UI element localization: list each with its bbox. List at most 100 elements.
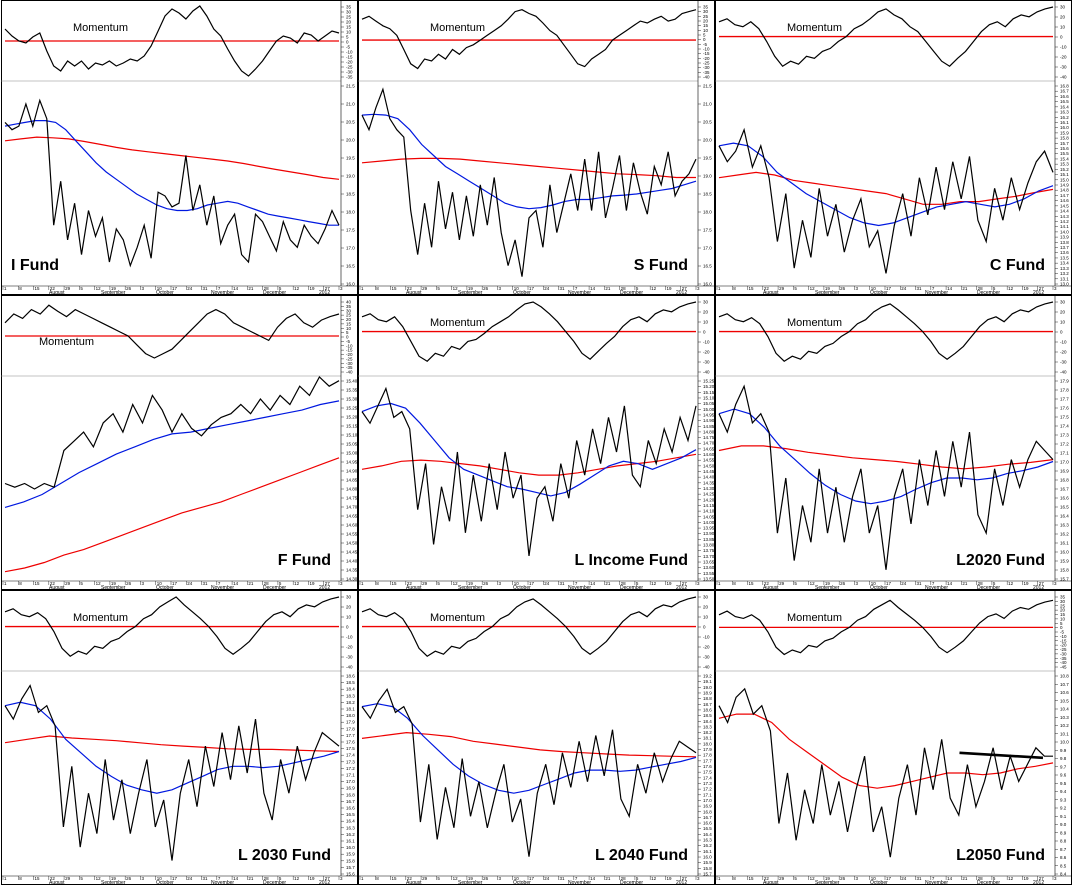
momentum-tick-label: -10	[1060, 340, 1067, 345]
price-tick-label: 17.3	[346, 759, 355, 764]
x-day-label: 21	[962, 876, 968, 881]
price-tick-label: 9.3	[1060, 797, 1067, 802]
price-tick-label: 16.8	[1060, 478, 1069, 483]
price-tick-label: 19.0	[703, 685, 712, 690]
price-tick-label: 17.0	[703, 798, 712, 803]
price-tick-label: 14.75	[346, 496, 358, 501]
price-tick-label: 14.80	[703, 429, 715, 434]
price-tick-label: 14.00	[703, 520, 715, 525]
price-tick-label: 18.5	[346, 192, 355, 197]
x-month-label: September	[101, 880, 126, 885]
x-day-label: 29	[422, 876, 428, 881]
price-tick-label: 18.1	[346, 707, 355, 712]
price-tick-label: 17.8	[1060, 388, 1069, 393]
price-tick-label: 21.0	[346, 102, 355, 107]
momentum-tick-label: 20	[1060, 15, 1066, 20]
x-day-label: 12	[294, 581, 300, 586]
x-month-label: December	[263, 880, 286, 885]
price-tick-label: 14.35	[346, 568, 358, 573]
price-tick-label: 13.75	[703, 548, 715, 553]
price-tick-label: 16.2	[1060, 532, 1069, 537]
x-day-label: 21	[605, 286, 611, 291]
price-tick-label: 18.6	[346, 674, 355, 679]
chart-svg: Momentum4035302520151050-5-10-15-20-25-3…	[1, 295, 358, 590]
price-tick-label: 17.9	[703, 747, 712, 752]
price-tick-label: 15.00	[703, 407, 715, 412]
price-tick-label: 14.30	[703, 486, 715, 491]
x-day-label: 12	[294, 876, 300, 881]
price-tick-label: 15.9	[703, 860, 712, 865]
price-tick-label: 17.7	[346, 733, 355, 738]
momentum-label: Momentum	[787, 317, 842, 329]
x-day-label: 26	[840, 286, 846, 291]
price-tick-label: 20.0	[703, 138, 712, 143]
x-day-label: 24	[187, 581, 193, 586]
momentum-tick-label: -10	[1060, 45, 1067, 50]
momentum-tick-label: -30	[346, 655, 353, 660]
price-tick-label: 18.1	[703, 736, 712, 741]
momentum-tick-label: -45	[1060, 665, 1067, 670]
x-day-label: 15	[35, 581, 41, 586]
x-day-label: 12	[1008, 581, 1014, 586]
price-tick-label: 15.8	[703, 866, 712, 871]
price-tick-label: 16.5	[703, 826, 712, 831]
x-day-label: 24	[187, 286, 193, 291]
price-tick-label: 17.5	[703, 770, 712, 775]
x-day-label: 31	[917, 581, 923, 586]
price-tick-label: 17.1	[1060, 451, 1069, 456]
x-day-label: 15	[392, 286, 398, 291]
price-tick-label: 17.5	[703, 228, 712, 233]
price-tick-label: 15.05	[346, 442, 358, 447]
price-tick-label: 8.8	[1060, 839, 1067, 844]
price-tick-label: 16.6	[346, 806, 355, 811]
price-tick-label: 14.65	[346, 514, 358, 519]
price-tick-label: 9.6	[1060, 773, 1067, 778]
price-tick-label: 14.50	[703, 463, 715, 468]
x-month-label: October	[513, 880, 531, 885]
momentum-tick-label: -20	[1060, 55, 1067, 60]
momentum-tick-label: 30	[703, 595, 709, 600]
momentum-tick-label: -30	[703, 360, 710, 365]
momentum-tick-label: 30	[1060, 300, 1066, 305]
fund-title: C Fund	[990, 257, 1045, 274]
momentum-label: Momentum	[430, 612, 485, 624]
price-tick-label: 14.10	[703, 509, 715, 514]
price-tick-label: 18.0	[703, 210, 712, 215]
price-tick-label: 16.1	[1060, 541, 1069, 546]
chart-panel-1: Momentum 35 30 25 20 15 10 5 0 -5 -10 -15 -20 -25 -30-…	[358, 0, 715, 295]
price-tick-label: 15.05	[703, 401, 715, 406]
momentum-tick-label: -10	[346, 635, 353, 640]
price-tick-label: 15.9	[1060, 559, 1069, 564]
price-tick-label: 16.4	[1060, 514, 1069, 519]
x-day-label: 29	[65, 286, 71, 291]
price-tick-label: 15.10	[346, 433, 358, 438]
price-tick-label: 20.5	[346, 120, 355, 125]
x-day-label: 15	[392, 876, 398, 881]
price-tick-label: 17.4	[1060, 424, 1069, 429]
price-tick-label: 17.0	[1060, 460, 1069, 465]
price-tick-label: 15.10	[703, 395, 715, 400]
price-tick-label: 16.1	[346, 839, 355, 844]
momentum-tick-label: 30	[703, 300, 709, 305]
price-tick-label: 15.40	[346, 379, 358, 384]
x-day-label: 12	[294, 286, 300, 291]
price-tick-label: 16.3	[1060, 523, 1069, 528]
momentum-tick-label: -40	[1060, 370, 1067, 375]
chart-panel-6: Momentum 30 20 10 0 -10 -20 -30 -40 18.6 18.5 18.4 1…	[1, 590, 358, 885]
chart-svg: Momentum3020100-10-20-30-4019.219.119.01…	[358, 590, 715, 885]
price-tick-label: 8.7	[1060, 847, 1067, 852]
x-day-label: 21	[605, 581, 611, 586]
price-tick-label: 10.1	[1060, 731, 1069, 736]
x-day-label: 29	[422, 581, 428, 586]
price-tick-label: 13.95	[703, 526, 715, 531]
price-tick-label: 18.5	[703, 713, 712, 718]
price-tick-label: 17.4	[346, 753, 355, 758]
fund-title: I Fund	[11, 257, 59, 274]
momentum-tick-label: -40	[346, 370, 353, 375]
price-tick-label: 18.9	[703, 690, 712, 695]
x-month-label: November	[925, 880, 948, 885]
price-tick-label: 16.7	[1060, 487, 1069, 492]
momentum-tick-label: 10	[703, 615, 709, 620]
price-tick-label: 14.50	[346, 541, 358, 546]
